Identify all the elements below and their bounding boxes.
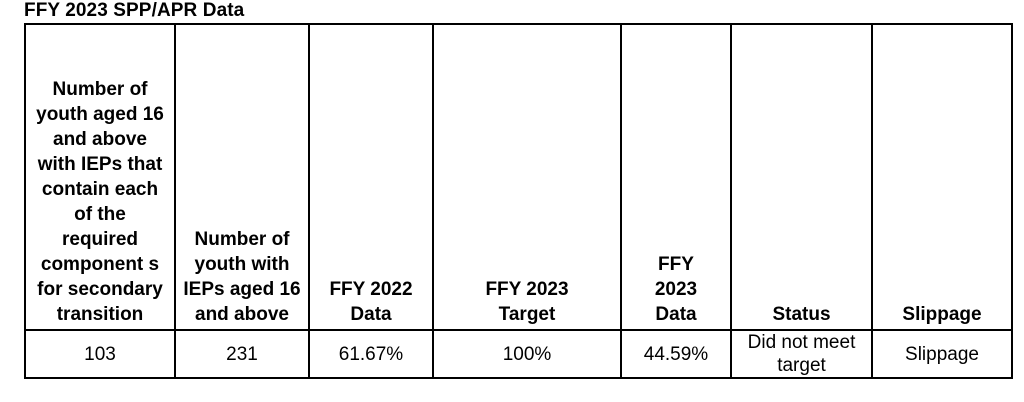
- header-ffy-2023-target: FFY 2023 Target: [432, 23, 622, 331]
- header-youth-with-required-components: Number of youth aged 16 and above with I…: [24, 23, 176, 331]
- cell-ffy-2023-data: 44.59%: [620, 329, 732, 379]
- cell-required-components-count: 103: [24, 329, 176, 379]
- cell-ffy-2022-data: 61.67%: [308, 329, 434, 379]
- header-slippage: Slippage: [871, 23, 1013, 331]
- header-youth-with-ieps: Number of youth with IEPs aged 16 and ab…: [174, 23, 310, 331]
- header-ffy-2022-data: FFY 2022 Data: [308, 23, 434, 331]
- cell-status: Did not meet target: [730, 329, 873, 379]
- status-text: Did not meet target: [747, 332, 856, 376]
- page-title: FFY 2023 SPP/APR Data: [24, 0, 245, 21]
- cell-ffy-2023-target: 100%: [432, 329, 622, 379]
- header-status: Status: [730, 23, 873, 331]
- header-ffy-2023-data: FFY 2023 Data: [620, 23, 732, 331]
- table-header-row: Number of youth aged 16 and above with I…: [24, 23, 1013, 331]
- table-row: 103 231 61.67% 100% 44.59% Did not meet …: [24, 329, 1013, 379]
- cell-slippage: Slippage: [871, 329, 1013, 379]
- cell-youth-with-ieps-count: 231: [174, 329, 310, 379]
- spp-apr-data-table: Number of youth aged 16 and above with I…: [24, 23, 1013, 379]
